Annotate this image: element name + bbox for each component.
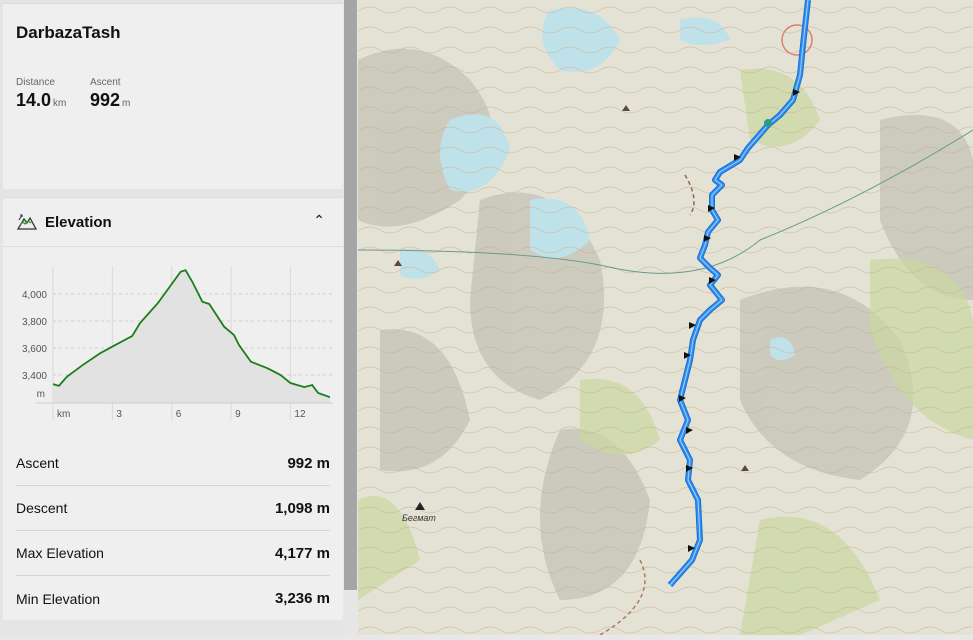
mountain-chart-icon bbox=[17, 214, 37, 230]
direction-arrow-icon bbox=[686, 465, 693, 472]
direction-arrow-icon bbox=[708, 205, 715, 212]
distance-label: Distance bbox=[16, 77, 55, 88]
ascent-label: Ascent bbox=[90, 77, 121, 88]
trail bbox=[684, 174, 695, 216]
place-label: Бегмат bbox=[402, 513, 436, 523]
distance-unit: km bbox=[53, 98, 67, 109]
direction-arrow-icon bbox=[734, 154, 741, 161]
route-summary-card: DarbazaTash Distance 14.0 km Ascent 992 m bbox=[3, 3, 343, 189]
elevation-header[interactable]: Elevation ⌃ bbox=[3, 198, 343, 247]
elevation-area bbox=[53, 270, 330, 403]
row-label: Ascent bbox=[16, 455, 59, 471]
route-path[interactable] bbox=[669, 0, 809, 586]
row-value: 3,236 m bbox=[274, 590, 330, 607]
y-tick-label: 3,600 bbox=[22, 344, 47, 355]
contour-lines bbox=[358, 0, 973, 635]
x-tick-label: 3 bbox=[116, 409, 122, 420]
stat-row-min-elevation: Min Elevation 3,236 m bbox=[16, 576, 330, 621]
distance-stat: Distance 14.0 km bbox=[16, 77, 66, 111]
x-axis-unit: km bbox=[57, 409, 70, 420]
direction-arrow-icon bbox=[686, 427, 693, 434]
y-tick-label: 3,800 bbox=[22, 317, 47, 328]
elevation-title: Elevation bbox=[45, 214, 112, 231]
direction-arrow-icon bbox=[684, 352, 691, 359]
distance-value: 14.0 bbox=[16, 90, 52, 110]
direction-arrow-icon bbox=[704, 235, 711, 242]
route-line[interactable] bbox=[667, 0, 811, 587]
elevation-chart: 3,400 3,600 3,800 4,000 3 6 9 12 km m bbox=[22, 266, 333, 420]
elevation-line bbox=[52, 269, 331, 399]
stat-row-ascent: Ascent 992 m bbox=[16, 441, 330, 486]
y-axis-unit: m bbox=[37, 389, 45, 400]
chevron-up-icon[interactable]: ⌃ bbox=[313, 212, 325, 228]
boundary-line bbox=[357, 129, 973, 274]
scrollbar-thumb[interactable] bbox=[344, 0, 357, 590]
direction-arrow-icon bbox=[709, 277, 716, 284]
stat-row-max-elevation: Max Elevation 4,177 m bbox=[16, 531, 330, 576]
topo-map[interactable]: Бегмат bbox=[357, 0, 973, 636]
ascent-value: 992 bbox=[90, 90, 121, 110]
route-title: DarbazaTash bbox=[16, 23, 121, 42]
x-tick-label: 9 bbox=[235, 409, 241, 420]
ascent-unit: m bbox=[122, 98, 131, 109]
row-value: 4,177 m bbox=[274, 544, 330, 562]
row-label: Max Elevation bbox=[16, 545, 104, 561]
side-panel: DarbazaTash Distance 14.0 km Ascent 992 m … bbox=[0, 0, 343, 635]
y-tick-label: 4,000 bbox=[22, 290, 47, 301]
elevation-card: Elevation ⌃ 3,400 3,600 3,800 4,000 3 6 9 12 km m… bbox=[3, 197, 343, 620]
direction-arrow-icon bbox=[689, 322, 696, 329]
row-label: Descent bbox=[16, 500, 68, 516]
x-tick-label: 6 bbox=[176, 409, 182, 420]
direction-arrow-icon bbox=[688, 545, 695, 552]
y-tick-label: 3,400 bbox=[22, 371, 47, 382]
x-tick-label: 12 bbox=[294, 409, 306, 420]
stat-row-descent: Descent 1,098 m bbox=[16, 486, 330, 531]
direction-arrow-icon bbox=[793, 89, 800, 96]
start-marker[interactable] bbox=[781, 24, 813, 56]
peak-icon bbox=[394, 105, 749, 510]
trail bbox=[599, 559, 646, 636]
row-value: 1,098 m bbox=[274, 499, 330, 517]
ascent-stat: Ascent 992 m bbox=[90, 77, 130, 111]
row-label: Min Elevation bbox=[16, 590, 101, 607]
water-source-icon bbox=[764, 119, 772, 127]
row-value: 992 m bbox=[287, 454, 330, 472]
direction-arrow-icon bbox=[679, 395, 686, 402]
panel-scrollbar[interactable] bbox=[343, 0, 358, 635]
